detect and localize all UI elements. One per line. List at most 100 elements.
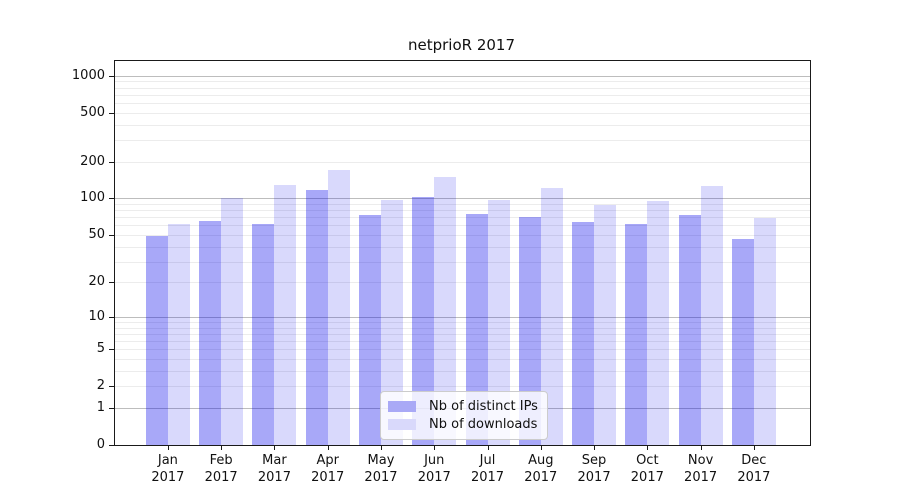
legend: Nb of distinct IPs Nb of downloads xyxy=(380,391,548,440)
minor-gridline xyxy=(115,225,810,227)
y-tick-label: 50 xyxy=(88,226,105,242)
minor-gridline xyxy=(115,140,810,142)
y-tick xyxy=(109,75,115,77)
y-tick-label: 500 xyxy=(80,104,105,120)
minor-gridline xyxy=(115,210,810,212)
legend-entry-downloads: Nb of downloads xyxy=(388,415,539,433)
plot-area: Dec 2017 Nov 2017 Oct 2017 Sep 2017 Aug 2017 Jul 20… xyxy=(72,60,811,485)
minor-gridline xyxy=(115,94,810,96)
minor-gridline xyxy=(115,341,810,343)
x-tick xyxy=(274,445,276,450)
bar-downloads xyxy=(221,197,244,445)
minor-gridline xyxy=(115,124,810,126)
bar-distinct-ips xyxy=(678,215,701,445)
bar-downloads xyxy=(274,185,297,445)
bar-distinct-ips xyxy=(412,197,435,445)
y-tick-label: 0 xyxy=(96,437,105,452)
x-tick-label: Jan 2017 xyxy=(151,453,185,485)
minor-gridline xyxy=(115,370,810,372)
legend-swatch-distinct-ips xyxy=(388,400,416,412)
bar-downloads xyxy=(753,217,776,445)
x-tick xyxy=(487,445,489,450)
x-tick xyxy=(594,445,596,450)
major-gridline xyxy=(115,75,810,77)
y-tick-label: 20 xyxy=(88,274,105,290)
x-tick-label: Oct 2017 xyxy=(630,453,664,485)
bar-downloads xyxy=(647,200,670,445)
x-tick-label: Mar 2017 xyxy=(257,453,291,485)
x-tick xyxy=(700,445,702,450)
major-gridline xyxy=(115,316,810,318)
legend-label-distinct-ips: Nb of distinct IPs xyxy=(429,398,538,414)
bar-downloads xyxy=(167,224,190,445)
x-tick-label: Aug 2017 xyxy=(524,453,558,485)
minor-gridline xyxy=(115,217,810,219)
bar-distinct-ips xyxy=(625,223,648,445)
y-tick xyxy=(109,198,115,200)
bar-distinct-ips xyxy=(465,213,488,445)
x-tick-label: Nov 2017 xyxy=(684,453,718,485)
bar-distinct-ips xyxy=(252,223,275,445)
bar-distinct-ips xyxy=(518,217,541,445)
bar-distinct-ips xyxy=(199,221,222,445)
minor-gridline xyxy=(115,246,810,248)
bar-distinct-ips xyxy=(145,235,168,445)
x-tick xyxy=(167,445,169,450)
x-tick-label: Feb 2017 xyxy=(204,453,238,485)
bar-downloads xyxy=(434,176,457,445)
x-tick xyxy=(434,445,436,450)
legend-swatch-downloads xyxy=(388,418,416,430)
y-tick-label: 5 xyxy=(96,341,105,357)
y-tick xyxy=(109,386,115,388)
y-tick-label: 10 xyxy=(88,308,105,324)
x-tick-label: Dec 2017 xyxy=(737,453,771,485)
y-tick-label: 1 xyxy=(96,399,105,415)
x-tick xyxy=(380,445,382,450)
y-tick xyxy=(109,407,115,409)
y-tick-label: 1000 xyxy=(71,67,105,83)
x-tick-label: Jul 2017 xyxy=(470,453,505,485)
x-tick xyxy=(540,445,542,450)
y-tick-label: 200 xyxy=(80,153,105,169)
y-tick-label: 100 xyxy=(80,190,105,206)
x-tick xyxy=(327,445,329,450)
minor-gridline xyxy=(115,112,810,114)
chart-title: netprioR 2017 xyxy=(407,36,515,54)
minor-gridline xyxy=(115,81,810,83)
bar-downloads xyxy=(594,205,617,445)
minor-gridline xyxy=(115,87,810,89)
y-tick-label: 2 xyxy=(96,378,105,394)
bar-downloads xyxy=(327,169,350,445)
x-tick xyxy=(221,445,223,450)
y-tick xyxy=(109,445,115,446)
minor-gridline xyxy=(115,349,810,351)
bar-downloads xyxy=(540,187,563,445)
bar-downloads xyxy=(487,199,510,445)
minor-gridline xyxy=(115,321,810,323)
x-tick-label: May 2017 xyxy=(364,453,398,485)
bar-distinct-ips xyxy=(731,239,754,445)
x-tick xyxy=(647,445,649,450)
minor-gridline xyxy=(115,333,810,335)
bar-downloads xyxy=(380,199,403,445)
bar-downloads xyxy=(700,186,723,445)
bar-distinct-ips xyxy=(572,221,595,445)
minor-gridline xyxy=(115,282,810,284)
x-tick-label: Sep 2017 xyxy=(577,453,611,485)
minor-gridline xyxy=(115,161,810,163)
minor-gridline xyxy=(115,327,810,329)
minor-gridline xyxy=(115,261,810,263)
major-gridline xyxy=(115,198,810,200)
legend-entry-distinct-ips: Nb of distinct IPs xyxy=(388,397,539,415)
bar-distinct-ips xyxy=(358,215,381,445)
minor-gridline xyxy=(115,358,810,360)
y-tick xyxy=(109,282,115,284)
x-tick xyxy=(753,445,755,450)
y-tick xyxy=(109,112,115,114)
minor-gridline xyxy=(115,234,810,236)
y-tick xyxy=(109,234,115,236)
y-tick xyxy=(109,161,115,163)
y-tick xyxy=(109,349,115,351)
y-tick xyxy=(109,316,115,318)
